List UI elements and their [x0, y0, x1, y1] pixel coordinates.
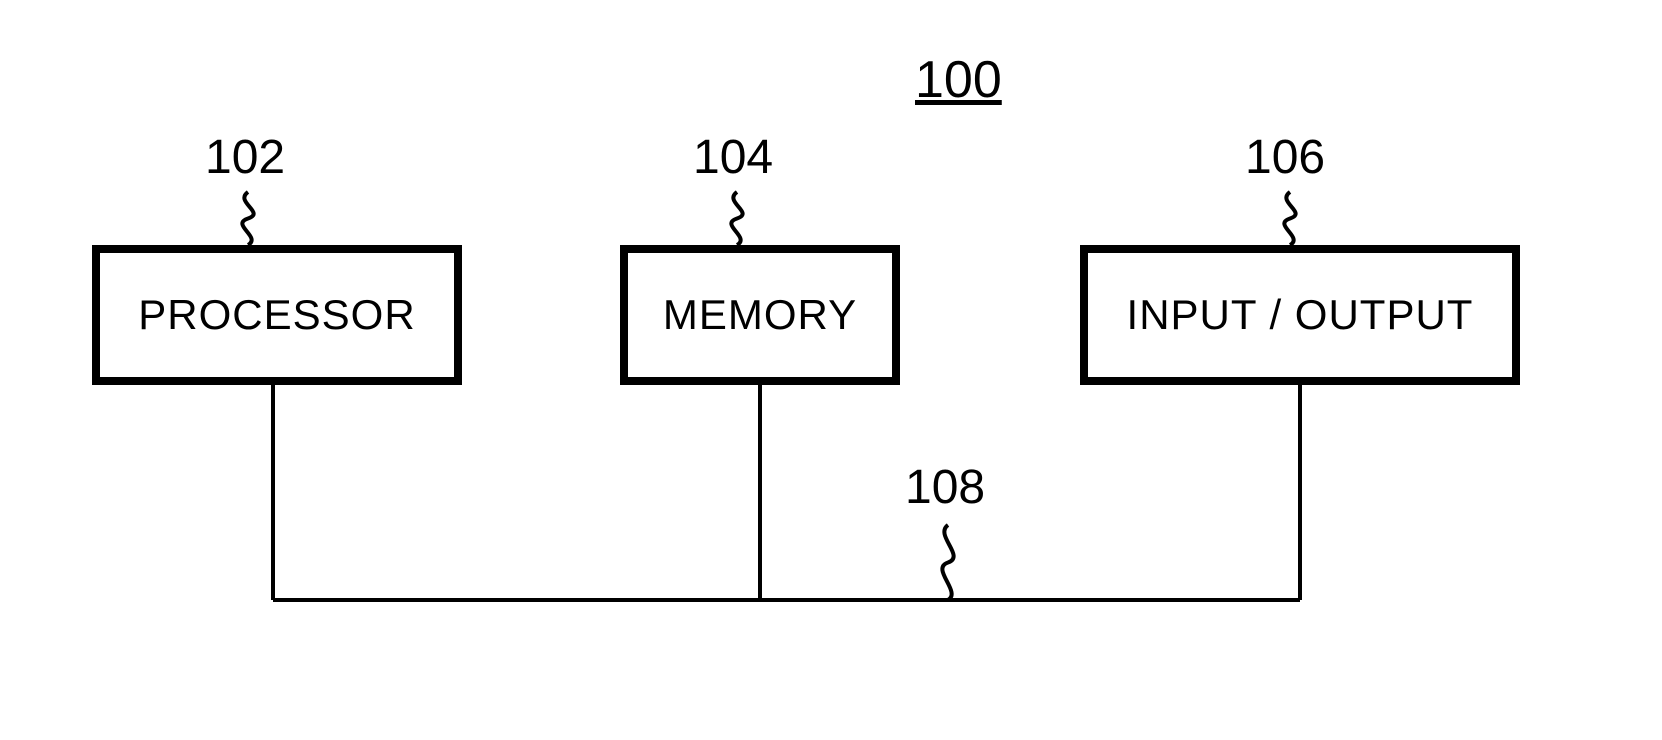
io-label: INPUT / OUTPUT — [1127, 291, 1474, 339]
io-squiggle — [1284, 192, 1295, 245]
io-block: INPUT / OUTPUT — [1080, 245, 1520, 385]
processor-ref: 102 — [205, 130, 285, 185]
memory-ref: 104 — [693, 130, 773, 185]
memory-label: MEMORY — [663, 291, 857, 339]
bus-ref: 108 — [905, 460, 985, 515]
processor-squiggle — [242, 192, 253, 245]
block-diagram: 100 PROCESSOR 102 MEMORY 104 INPUT / OUT… — [0, 0, 1662, 740]
io-ref: 106 — [1245, 130, 1325, 185]
memory-block: MEMORY — [620, 245, 900, 385]
bus-squiggle — [942, 525, 953, 600]
diagram-title-ref: 100 — [915, 50, 1002, 110]
processor-block: PROCESSOR — [92, 245, 462, 385]
processor-label: PROCESSOR — [138, 291, 415, 339]
memory-squiggle — [731, 192, 742, 245]
